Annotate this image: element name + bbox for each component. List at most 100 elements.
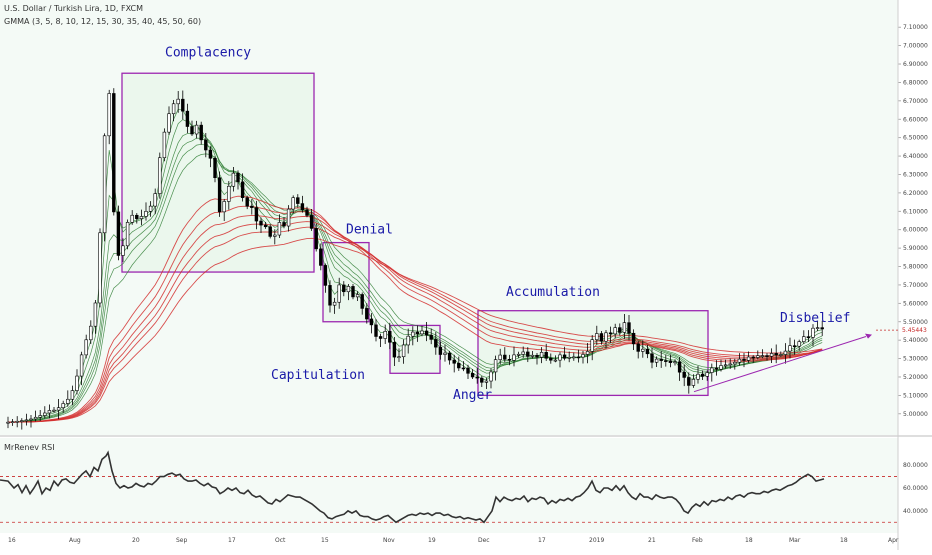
- candle-body: [24, 419, 29, 422]
- price-tick-label: 7.00000: [903, 43, 928, 50]
- candle-body: [792, 345, 797, 347]
- price-tick-label: 6.20000: [903, 190, 928, 197]
- price-tick-label: 6.70000: [903, 98, 928, 105]
- time-tick-label: 15: [321, 537, 329, 544]
- candle-body: [581, 354, 585, 358]
- candle-body: [622, 322, 627, 333]
- candle-body: [392, 341, 397, 358]
- candle-body: [181, 98, 185, 112]
- candle-body: [282, 222, 286, 227]
- candle-body: [259, 220, 263, 226]
- candle-body: [691, 378, 696, 386]
- candle-body: [475, 376, 479, 379]
- candle-body: [774, 353, 778, 356]
- candle-body: [424, 330, 429, 336]
- candle-body: [641, 348, 645, 352]
- candle-body: [29, 418, 33, 421]
- time-tick-label: 17: [538, 537, 546, 544]
- candle-body: [15, 420, 19, 423]
- candle-body: [33, 416, 38, 420]
- candle-body: [733, 361, 737, 365]
- candle-body: [360, 294, 364, 309]
- candle-body: [130, 214, 134, 223]
- candle-body: [765, 355, 769, 357]
- candle-body: [217, 177, 222, 213]
- candle-body: [116, 211, 121, 256]
- price-tick-label: 5.80000: [903, 264, 928, 271]
- candle-body: [802, 336, 806, 342]
- candle-body: [190, 126, 194, 135]
- candle-body: [618, 327, 622, 333]
- candle-body: [98, 232, 102, 304]
- candle-body: [746, 356, 751, 361]
- annotation-complacency: Complacency: [165, 46, 251, 61]
- candle-body: [268, 226, 272, 237]
- candle-body: [305, 209, 309, 216]
- candle-body: [728, 363, 732, 366]
- time-tick-label: 21: [648, 537, 656, 544]
- candle-body: [484, 380, 489, 383]
- rsi-tick-label: 60.0000: [903, 485, 928, 492]
- candle-body: [365, 308, 369, 320]
- candle-body: [79, 354, 84, 377]
- candle-body: [659, 358, 663, 361]
- candle-body: [452, 359, 456, 364]
- candle-body: [756, 355, 760, 358]
- price-tick-label: 5.20000: [903, 374, 928, 381]
- candle-body: [47, 410, 52, 414]
- candle-body: [70, 390, 75, 400]
- candle-body: [654, 358, 659, 363]
- price-tick-label: 6.10000: [903, 208, 928, 215]
- time-tick-label: 17: [228, 537, 236, 544]
- annotation-capitulation: Capitulation: [271, 368, 365, 383]
- candle-body: [507, 359, 512, 361]
- time-tick-label: 20: [132, 537, 140, 544]
- gmma-ema-3-line: [7, 108, 823, 423]
- gmma-ema-40-line: [8, 214, 823, 423]
- time-tick-label: 19: [428, 537, 436, 544]
- candle-body: [797, 341, 801, 347]
- candle-body: [148, 205, 153, 212]
- candle-body: [627, 322, 631, 334]
- candle-body: [415, 331, 420, 335]
- last-price-badge: 5.45443: [876, 327, 927, 334]
- price-tick-label: 5.90000: [903, 245, 928, 252]
- candle-body: [558, 354, 562, 361]
- candle-body: [696, 373, 700, 380]
- candle-body: [599, 333, 604, 342]
- candle-body: [388, 331, 392, 343]
- price-tick-label: 5.30000: [903, 356, 928, 363]
- time-tick-label: Mar: [789, 537, 801, 544]
- candle-body: [530, 354, 535, 357]
- annotation-labels: Complacency Denial Capitulation Anger Accumu…: [165, 46, 850, 403]
- candle-body: [682, 371, 686, 378]
- candle-body: [378, 336, 383, 339]
- gmma-ema-8-line: [7, 131, 823, 423]
- time-tick-label: Nov: [383, 537, 395, 544]
- candle-body: [337, 284, 341, 303]
- candle-body: [590, 339, 594, 352]
- time-tick-label: 2019: [589, 537, 604, 544]
- time-tick-label: Apr: [888, 537, 899, 544]
- candle-body: [346, 286, 351, 293]
- candle-body: [208, 149, 213, 159]
- rsi-tick-label: 80.0000: [903, 462, 928, 469]
- gmma-ema-30-line: [8, 195, 823, 423]
- candle-body: [815, 327, 820, 329]
- candle-body: [443, 352, 447, 355]
- rsi-pane: 80.0000 60.0000 40.0000: [0, 450, 928, 524]
- candlesticks: [6, 88, 872, 430]
- candle-body: [549, 357, 553, 361]
- candle-body: [158, 157, 162, 194]
- candle-body: [737, 358, 742, 363]
- candle-body: [493, 359, 498, 373]
- candle-body: [185, 110, 190, 127]
- candle-body: [107, 93, 111, 137]
- time-tick-label: Aug: [69, 537, 81, 544]
- candle-body: [489, 371, 493, 382]
- candle-body: [75, 375, 79, 391]
- annotation-denial: Denial: [346, 222, 393, 237]
- candle-body: [710, 367, 714, 373]
